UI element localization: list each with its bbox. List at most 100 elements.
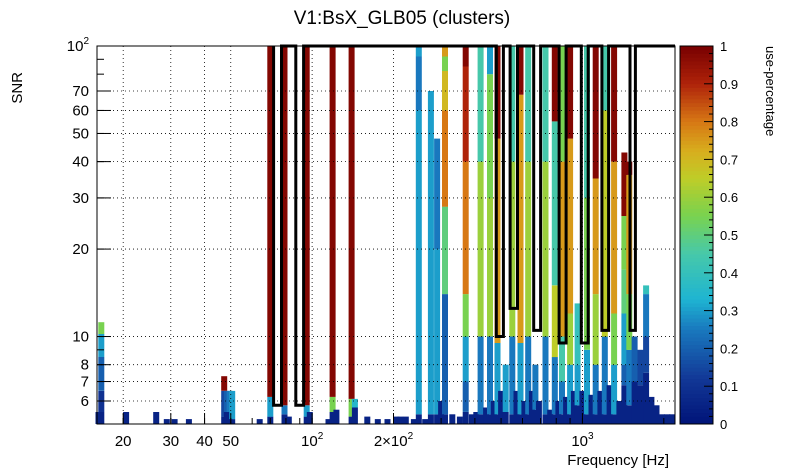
y-tick-label: 50: [72, 125, 89, 142]
heatmap-cell: [348, 398, 355, 417]
palette-swatch: [680, 314, 713, 319]
y-tick-label: 60: [72, 102, 89, 119]
heatmap-cell: [621, 385, 628, 424]
palette-swatch: [680, 269, 713, 274]
heatmap-cell: [559, 336, 565, 382]
y-tick-label: 30: [72, 190, 89, 207]
heatmap-cell: [584, 349, 590, 415]
heatmap-cell: [528, 390, 535, 424]
heatmap-cell: [487, 197, 493, 337]
heatmap-cell: [364, 416, 371, 424]
palette-swatch: [680, 386, 713, 391]
heatmap-cell: [653, 405, 660, 424]
heatmap-cell: [643, 336, 650, 373]
heatmap-cell: [98, 334, 105, 357]
heatmap-cell: [402, 416, 409, 424]
heatmap-cell: [502, 364, 509, 412]
palette-swatch: [680, 310, 713, 315]
x-tick-label: 20: [115, 433, 132, 450]
palette-swatch: [680, 389, 713, 395]
heatmap-cell: [637, 385, 644, 424]
x-tick-label: 102: [301, 431, 324, 450]
heatmap-cell: [303, 416, 310, 424]
palette-swatch: [680, 114, 713, 119]
palette-swatch: [680, 140, 713, 145]
heatmap-cell: [267, 46, 274, 397]
heatmap-cell: [487, 74, 493, 198]
x-tick-label: 50: [222, 433, 239, 450]
heatmap-cell: [517, 343, 524, 415]
heatmap-cell: [542, 46, 549, 162]
palette-swatch: [680, 276, 713, 281]
heatmap-cell: [592, 414, 599, 424]
palette-swatch: [680, 374, 713, 380]
heatmap-cell: [329, 396, 336, 412]
heatmap-cell: [509, 161, 516, 337]
palette-swatch: [680, 219, 713, 225]
palette-swatch: [680, 216, 713, 221]
palette-swatch: [680, 231, 713, 236]
z-tick-label: 0.6: [720, 190, 738, 205]
palette-swatch: [680, 83, 713, 88]
palette-swatch: [680, 53, 713, 58]
heatmap-cell: [422, 419, 429, 424]
heatmap-cell: [348, 416, 355, 424]
heatmap-cell: [462, 336, 469, 382]
heatmap-cell: [563, 396, 570, 424]
palette-swatch: [680, 57, 713, 62]
palette-swatch: [680, 401, 713, 406]
y-axis-label: SNR: [9, 72, 26, 104]
palette-swatch: [680, 193, 713, 198]
z-tick-label: 0.7: [720, 152, 738, 167]
palette-swatch: [680, 46, 713, 51]
heatmap-cell: [442, 56, 448, 71]
heatmap-cell: [393, 416, 400, 424]
palette-swatch: [680, 68, 713, 73]
heatmap-cell: [153, 412, 160, 424]
heatmap-cell: [477, 46, 484, 162]
palette-swatch: [680, 382, 713, 387]
x-axis-label: Frequency [Hz]: [567, 452, 669, 469]
heatmap-cell: [567, 313, 574, 365]
heatmap-cell: [477, 336, 484, 415]
heatmap-cell: [351, 407, 358, 424]
palette-swatch: [680, 295, 713, 300]
heatmap-cell: [325, 419, 332, 424]
palette-swatch: [680, 91, 713, 96]
heatmap-cell: [611, 414, 618, 424]
heatmap-cell: [631, 336, 638, 382]
palette-swatch: [680, 280, 713, 285]
palette-swatch: [680, 102, 713, 107]
palette-swatch: [680, 98, 713, 104]
heatmap-cell: [517, 414, 524, 424]
heatmap-cell: [442, 414, 448, 424]
palette-swatch: [680, 416, 713, 421]
heatmap-cell: [616, 401, 623, 424]
y-tick-label: 6: [81, 393, 89, 410]
heatmap-cell: [509, 414, 516, 424]
palette-swatch: [680, 72, 713, 77]
y-axis-ticks: 6 78 10 20 30 40 50 60 70 102: [67, 36, 111, 425]
heatmap-cell: [498, 390, 505, 424]
x-tick-label: 30: [162, 433, 179, 450]
palette-swatch: [680, 325, 713, 330]
palette-swatch: [680, 333, 713, 338]
palette-swatch: [680, 242, 713, 247]
palette-swatch: [680, 166, 713, 172]
palette-swatch: [680, 208, 713, 213]
heatmap-cell: [579, 390, 586, 424]
heatmap-cell: [643, 294, 650, 337]
palette-swatch: [680, 121, 713, 126]
axes-frame: [96, 45, 676, 425]
heatmap-cell: [434, 414, 441, 424]
palette-swatch: [680, 367, 713, 372]
heatmap-cell: [592, 294, 599, 365]
palette-swatch: [680, 321, 713, 327]
z-tick-label: 0.8: [720, 115, 738, 130]
heatmap-cell: [592, 364, 599, 415]
heatmap-cell: [490, 401, 497, 424]
heatmap-cell: [456, 416, 463, 424]
palette-swatch: [680, 303, 713, 308]
heatmap-cell: [462, 381, 469, 412]
